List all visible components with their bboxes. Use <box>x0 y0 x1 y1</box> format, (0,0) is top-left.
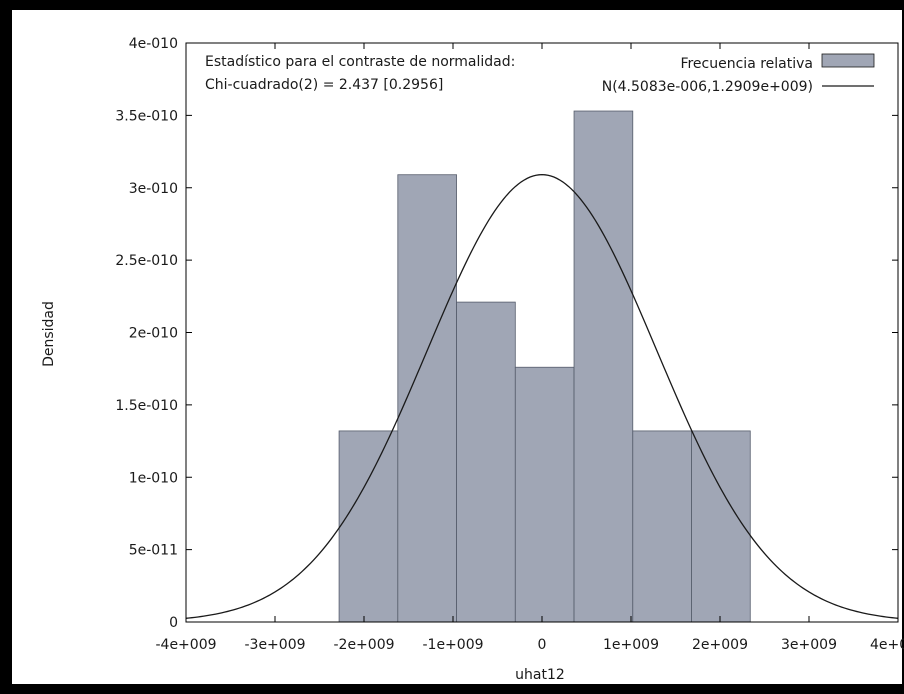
x-tick-label-4: 0 <box>538 637 547 653</box>
y-tick-label-5: 2.5e-010 <box>115 253 178 269</box>
y-tick-label-7: 3.5e-010 <box>115 108 178 124</box>
x-tick-label-1: -3e+009 <box>244 637 305 653</box>
x-tick-label-7: 3e+009 <box>781 637 837 653</box>
histogram-bar-0 <box>338 430 399 623</box>
y-tick-label-3: 1.5e-010 <box>115 398 178 414</box>
y-tick-label-0: 0 <box>169 615 178 631</box>
legend-label-histogram: Frecuencia relativa <box>680 56 813 72</box>
y-axis-ticks: 0 5e-011 1e-010 1.5e-010 2e-010 2.5e-010 3e-01… <box>115 36 898 631</box>
y-tick-label-2: 1e-010 <box>129 470 178 486</box>
bars-layer <box>338 110 751 623</box>
x-tick-label-6: 2e+009 <box>692 637 748 653</box>
histogram-bar-1 <box>397 174 457 623</box>
y-tick-label-8: 4e-010 <box>129 36 178 52</box>
legend-label-normal-curve: N(4.5083e-006,1.2909e+009) <box>602 79 813 95</box>
histogram-bar-4 <box>573 110 634 623</box>
y-axis-label: Densidad <box>41 301 57 367</box>
x-axis-label: uhat12 <box>515 667 565 683</box>
legend-swatch-histogram <box>821 53 875 68</box>
x-tick-label-8: 4e+009 <box>870 637 904 653</box>
y-tick-label-4: 2e-010 <box>129 326 178 342</box>
histogram-bar-3 <box>514 366 575 623</box>
chi-square-statistic: Chi-cuadrado(2) = 2.437 [0.2956] <box>205 77 443 93</box>
normal-curve-line <box>185 174 899 619</box>
y-tick-label-1: 5e-011 <box>129 543 178 559</box>
x-tick-label-5: 1e+009 <box>603 637 659 653</box>
x-axis-ticks: -4e+009 -3e+009 -2e+009 -1e+009 0 1e+009 2e+00… <box>155 43 904 653</box>
histogram-bar-6 <box>691 430 751 623</box>
y-tick-label-6: 3e-010 <box>129 181 178 197</box>
x-tick-label-3: -1e+009 <box>422 637 483 653</box>
normality-test-title: Estadístico para el contraste de normali… <box>205 54 515 70</box>
histogram-bar-2 <box>456 301 516 623</box>
histogram-chart: -4e+009 -3e+009 -2e+009 -1e+009 0 1e+009 2e+00… <box>41 36 904 683</box>
histogram-bar-5 <box>632 430 692 623</box>
x-tick-label-2: -2e+009 <box>333 637 394 653</box>
x-tick-label-0: -4e+009 <box>155 637 216 653</box>
